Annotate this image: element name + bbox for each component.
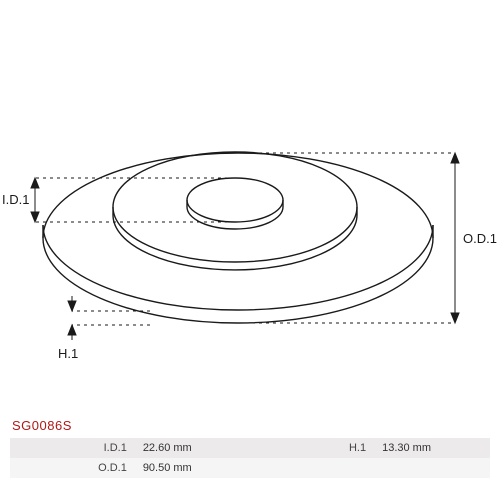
hole-inner-front [187,207,283,229]
hole-top-ellipse [187,178,283,222]
dim-label: H.1 [251,438,374,458]
dimension-h1 [68,296,150,340]
table-row: I.D.1 22.60 mm H.1 13.30 mm [10,438,490,458]
table-row: O.D.1 90.50 mm [10,458,490,478]
dim-value: 22.60 mm [135,438,251,458]
dim-label: I.D.1 [10,438,135,458]
mid-top-ellipse [113,152,357,262]
dimensions-table: I.D.1 22.60 mm H.1 13.30 mm O.D.1 90.50 … [10,438,490,478]
dimension-od1 [238,153,459,323]
technical-drawing: O.D.1 I.D.1 H.1 [0,0,500,415]
dim-value: 90.50 mm [135,458,251,478]
part-code: SG0086S [12,418,72,433]
label-od1: O.D.1 [463,231,497,246]
dim-value: 13.30 mm [374,438,490,458]
label-id1: I.D.1 [2,192,29,207]
label-h1: H.1 [58,346,78,361]
dimension-id1 [31,178,235,222]
dim-label: O.D.1 [10,458,135,478]
outer-top-rim [43,225,433,310]
